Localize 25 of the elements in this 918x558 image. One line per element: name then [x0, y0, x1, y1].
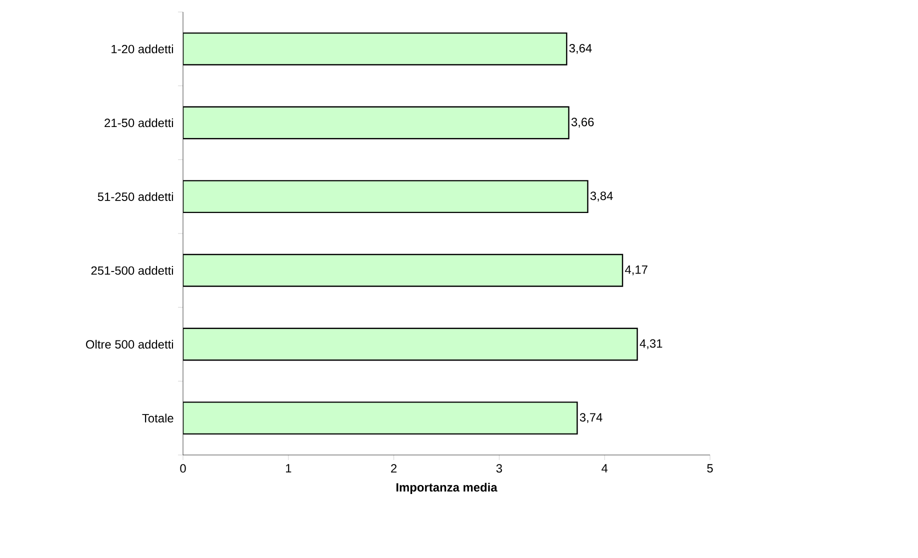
- x-tick-label: 0: [180, 464, 186, 473]
- data-label: 3,66: [571, 118, 594, 128]
- y-tick-label: Oltre 500 addetti: [86, 340, 173, 349]
- y-tick-label: 21-50 addetti: [104, 118, 173, 128]
- bar: [183, 180, 588, 214]
- bar: [183, 32, 568, 66]
- data-label: 3,64: [569, 44, 592, 54]
- y-tick-label: 51-250 addetti: [98, 192, 173, 201]
- bar: [183, 106, 570, 140]
- y-tick-label: 251-500 addetti: [91, 266, 173, 275]
- data-label: 3,84: [590, 192, 613, 202]
- x-tick-label: 5: [707, 464, 713, 473]
- bar: [183, 328, 638, 361]
- data-label: 4,31: [640, 339, 662, 350]
- y-tick-label: Totale: [142, 414, 174, 422]
- data-label: 3,74: [580, 413, 602, 424]
- x-tick-label: 2: [391, 464, 397, 473]
- x-tick-label: 1: [286, 464, 292, 472]
- bar: [183, 254, 624, 287]
- y-tick-label: 1-20 addetti: [112, 44, 173, 54]
- x-axis-title: Importanza media: [396, 482, 498, 494]
- x-tick-label: 4: [602, 464, 608, 472]
- x-tick-label: 3: [496, 464, 502, 473]
- bar: [183, 402, 578, 435]
- data-label: 4,17: [625, 266, 648, 276]
